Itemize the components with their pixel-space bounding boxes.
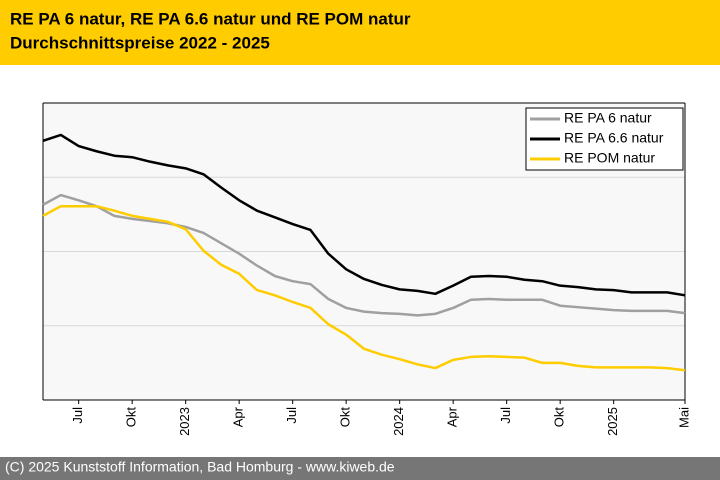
legend-label: RE PA 6.6 natur <box>564 130 664 146</box>
legend-label: RE PA 6 natur <box>564 110 652 126</box>
x-tick-label: Jul <box>284 407 299 424</box>
x-tick-label: Okt <box>552 407 567 428</box>
x-tick-label: 2025 <box>605 407 620 436</box>
line-series <box>42 193 686 317</box>
chart-subtitle: Durchschnittspreise 2022 - 2025 <box>10 33 270 52</box>
line-series <box>42 204 686 372</box>
x-tick-label: Okt <box>124 407 139 428</box>
x-tick-label: 2023 <box>177 407 192 436</box>
x-tick-label: Jul <box>70 407 85 424</box>
header <box>0 0 720 65</box>
x-tick-label: Jul <box>498 407 513 424</box>
x-tick-label: Apr <box>445 406 460 427</box>
x-tick-label: Mai <box>676 407 691 428</box>
footer-bar <box>0 457 720 480</box>
chart-title: RE PA 6 natur, RE PA 6.6 natur und RE PO… <box>10 9 411 28</box>
legend-label: RE POM natur <box>564 150 655 166</box>
footer: (C) 2025 Kunststoff Information, Bad Hom… <box>5 459 395 475</box>
x-tick-label: Okt <box>338 407 353 428</box>
x-tick-label: Apr <box>231 406 246 427</box>
line-series <box>42 133 686 297</box>
x-tick-label: 2024 <box>391 407 406 436</box>
